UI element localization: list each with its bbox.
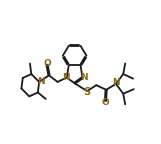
Text: N: N (112, 78, 120, 87)
Text: N: N (80, 73, 88, 82)
Text: N: N (37, 77, 44, 86)
Text: O: O (43, 59, 51, 68)
Text: O: O (102, 98, 109, 107)
Text: S: S (84, 87, 91, 97)
Text: N: N (62, 73, 69, 82)
